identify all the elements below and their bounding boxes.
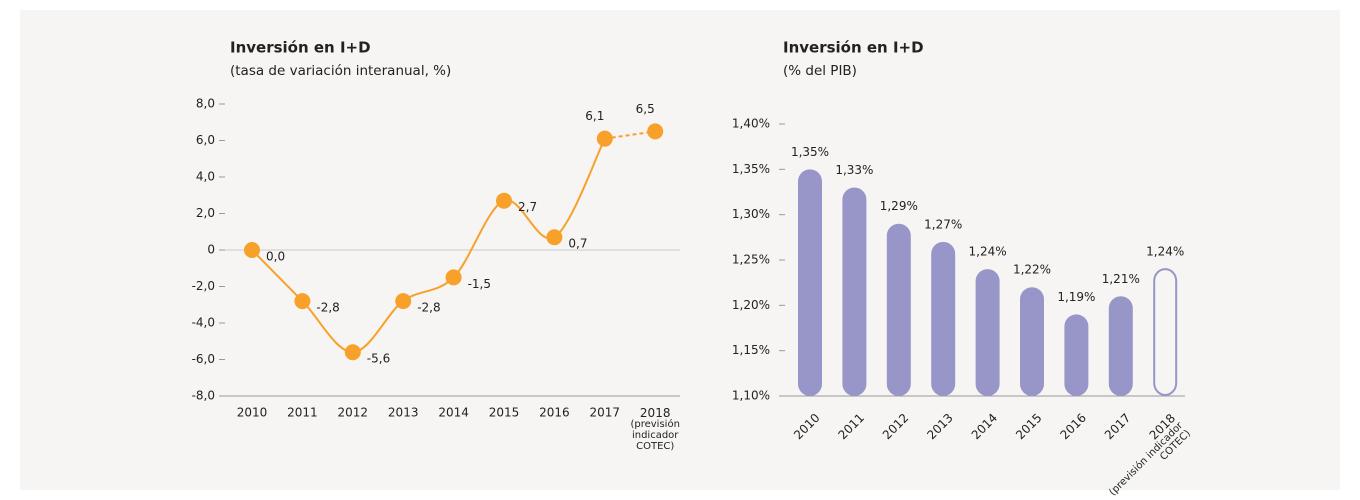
chart-title: Inversión en I+D (783, 39, 924, 57)
point (647, 123, 664, 140)
point (546, 229, 563, 246)
bar (931, 241, 956, 396)
bar (1108, 296, 1133, 396)
chart-subtitle: (% del PIB) (783, 63, 857, 79)
y-tick-label: 1,25% (732, 253, 770, 267)
forecast-line (604, 130, 656, 140)
y-tick-label: -4,0 (192, 316, 215, 330)
data-label: 1,35% (791, 145, 829, 159)
y-tick-label: 1,35% (732, 162, 770, 176)
x-tick-label: 2013 (388, 406, 419, 420)
y-tick-label: 1,20% (732, 298, 770, 312)
chart-title: Inversión en I+D (230, 39, 371, 57)
y-tick-label: 8,0 (196, 97, 215, 111)
point (496, 192, 512, 209)
point (344, 344, 361, 361)
data-label: 1,22% (1013, 263, 1051, 277)
y-tick-label: 1,10% (732, 389, 770, 403)
x-tick-label: 2018 (previsión indicador COTEC) (630, 406, 679, 453)
point (294, 293, 311, 310)
y-tick-label: 4,0 (196, 170, 215, 184)
data-label: 1,21% (1102, 272, 1140, 286)
data-label: -2,8 (417, 301, 440, 315)
y-tick-label: -6,0 (192, 352, 215, 366)
data-label: -5,6 (367, 352, 390, 366)
data-label: -2,8 (316, 301, 339, 315)
data-label: 0,7 (568, 237, 587, 251)
data-label: 1,29% (880, 199, 918, 213)
x-tick-label: 2017 (590, 406, 621, 420)
bar (798, 169, 822, 396)
point (244, 242, 260, 258)
chart-subtitle: (tasa de variación interanual, %) (230, 63, 451, 79)
bar (975, 269, 1000, 396)
data-label: 6,1 (585, 109, 604, 123)
bar (886, 223, 911, 396)
x-tick-label: 2012 (338, 406, 369, 420)
y-tick-label: 6,0 (196, 133, 215, 147)
point (445, 269, 462, 286)
data-label: 2,7 (518, 200, 537, 214)
data-label: 1,24% (969, 245, 1007, 259)
data-label: 1,27% (924, 217, 962, 231)
data-label: 6,5 (636, 102, 655, 116)
bar (1020, 287, 1044, 396)
point (395, 293, 412, 310)
y-tick-label: -8,0 (192, 389, 215, 403)
x-tick-label: 2011 (287, 406, 318, 420)
y-tick-label: 2,0 (196, 206, 215, 220)
x-tick-label: 2010 (237, 406, 268, 420)
x-tick-label: 2015 (489, 406, 520, 420)
y-tick-label: 1,40% (732, 117, 770, 131)
x-tick-label: 2016 (539, 406, 570, 420)
bar (842, 187, 867, 396)
y-tick-label: 1,30% (732, 207, 770, 221)
data-label: -1,5 (468, 277, 491, 291)
x-tick-label: 2014 (438, 406, 469, 420)
bar (1064, 314, 1089, 396)
data-label: 1,24% (1146, 245, 1184, 259)
bar (1153, 268, 1178, 397)
data-label: 1,33% (835, 163, 873, 177)
y-tick-label: 0 (207, 243, 215, 257)
data-label: 1,19% (1057, 290, 1095, 304)
data-label: 0,0 (266, 250, 285, 264)
y-tick-label: 1,15% (732, 343, 770, 357)
y-tick-label: -2,0 (192, 279, 215, 293)
point (596, 130, 613, 147)
